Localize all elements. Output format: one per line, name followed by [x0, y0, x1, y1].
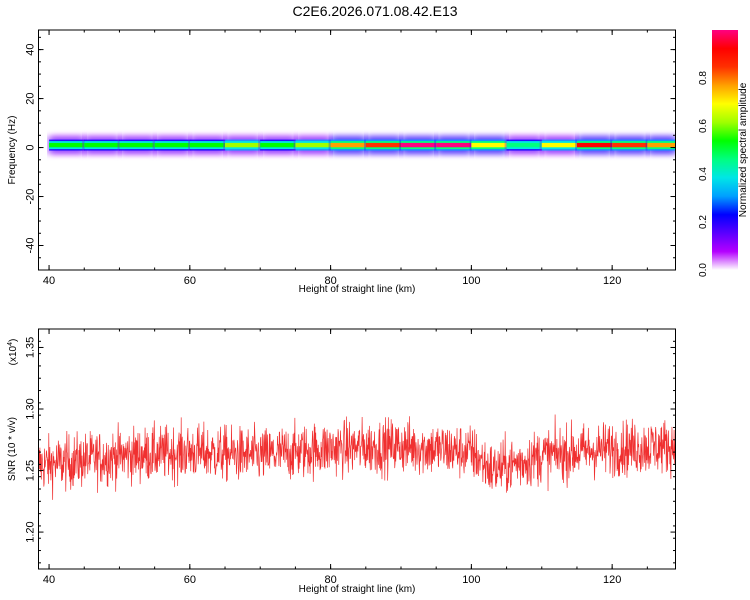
snr-xtick-label: 80	[324, 574, 336, 586]
heatmap-cell	[119, 142, 156, 148]
snr-xtick-label: 100	[462, 574, 480, 586]
heatmap-cell	[260, 142, 296, 148]
heatmap-xtick-label: 40	[43, 275, 55, 287]
colorbar-gradient	[712, 30, 738, 270]
heatmap-cell	[225, 142, 261, 148]
snr-multiplier-close: )	[8, 339, 19, 342]
heatmap-cell	[295, 142, 332, 148]
heatmap-xtick-label: 80	[324, 275, 336, 287]
snr-ticks: 40 60 80 100 120 1.20 1.25 1.30 1.35	[25, 329, 676, 586]
snr-xlabel: Height of straight line (km)	[299, 584, 416, 595]
colorbar-tick-label: 0.8	[698, 71, 709, 85]
colorbar: 0.0 0.2 0.4 0.6 0.8 Normalized spectral ampl…	[698, 30, 749, 277]
heatmap-xtick-label: 100	[462, 275, 480, 287]
snr-frame	[38, 328, 676, 570]
heatmap-cell	[647, 142, 676, 148]
colorbar-label: Normalized spectral amplitude	[738, 82, 749, 217]
colorbar-tick-label: 0.4	[698, 167, 709, 181]
heatmap-frame	[38, 29, 676, 271]
heatmap-ylabel: Frequency (Hz)	[7, 116, 18, 185]
heatmap-ytick-label: 0	[25, 144, 37, 150]
svg-text:(x104): (x104)	[7, 339, 19, 366]
heatmap-cell	[541, 142, 578, 148]
heatmap-panel: 40 60 80 100 120 40 20 0 -20 -40 Height of straig…	[7, 29, 676, 295]
heatmap-cell	[436, 142, 472, 148]
heatmap-ytick-label: -20	[25, 189, 37, 205]
colorbar-ticks: 0.0 0.2 0.4 0.6 0.8	[698, 71, 709, 277]
heatmap-cell	[189, 142, 226, 148]
snr-series-line	[38, 414, 676, 500]
heatmap-cell	[154, 142, 191, 148]
heatmap-cell	[365, 142, 402, 148]
snr-xtick-label: 60	[184, 574, 196, 586]
heatmap-cell	[330, 142, 367, 148]
snr-ytick-label: 1.20	[25, 521, 37, 542]
heatmap-cell	[84, 142, 120, 148]
heatmap-cell	[576, 142, 613, 148]
heatmap-xtick-label: 60	[184, 275, 196, 287]
snr-ytick-label: 1.30	[25, 398, 37, 419]
heatmap-xtick-label: 120	[603, 275, 621, 287]
heatmap-ytick-label: 40	[25, 43, 37, 55]
snr-xtick-label: 40	[43, 574, 55, 586]
heatmap-xlabel: Height of straight line (km)	[299, 284, 416, 295]
snr-ytick-label: 1.35	[25, 337, 37, 358]
snr-multiplier-text: (x10	[8, 345, 19, 365]
snr-multiplier-exp: 4	[7, 342, 14, 346]
heatmap-cell	[400, 142, 437, 148]
chart-title: C2E6.2026.071.08.42.E13	[292, 3, 457, 19]
colorbar-tick-label: 0.6	[698, 119, 709, 133]
heatmap-cell	[471, 142, 508, 148]
heatmap-ticks: 40 60 80 100 120 40 20 0 -20 -40	[25, 30, 676, 287]
colorbar-tick-label: 0.0	[698, 263, 709, 277]
snr-panel: 40 60 80 100 120 1.20 1.25 1.30 1.35 Height of s…	[7, 328, 676, 595]
snr-ytick-label: 1.25	[25, 460, 37, 481]
heatmap-band	[49, 134, 676, 157]
colorbar-tick-label: 0.2	[698, 215, 709, 229]
snr-multiplier: (x104)	[7, 339, 19, 366]
heatmap-cell	[612, 142, 648, 148]
snr-xtick-label: 120	[603, 574, 621, 586]
heatmap-ytick-label: 20	[25, 92, 37, 104]
heatmap-ytick-label: -40	[25, 238, 37, 254]
heatmap-cell	[506, 142, 543, 148]
snr-ylabel: SNR (10 * v/v)	[7, 417, 18, 481]
heatmap-cell	[49, 142, 85, 148]
